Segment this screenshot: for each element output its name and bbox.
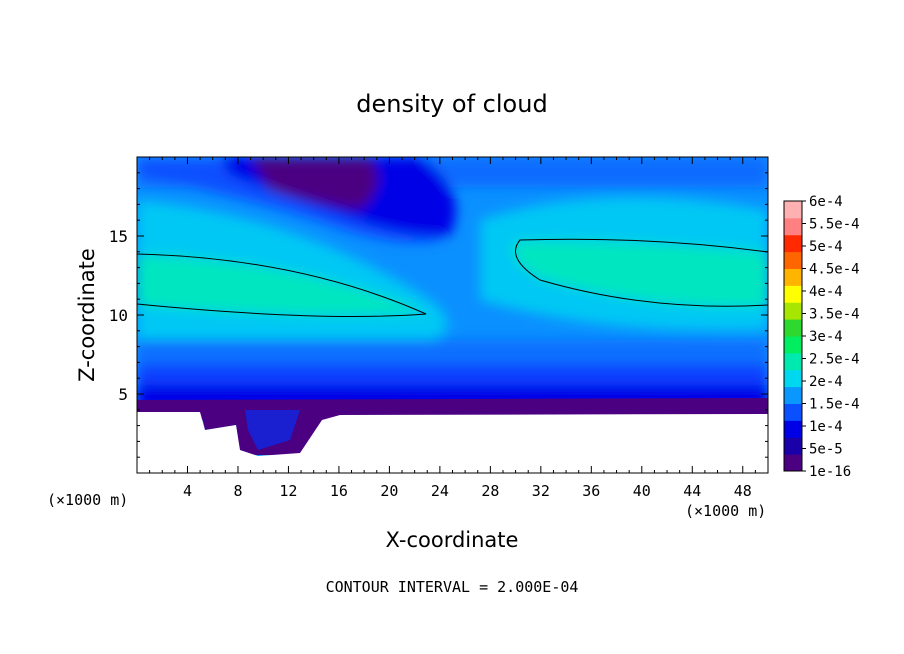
colorbar-swatch	[784, 217, 802, 236]
colorbar-swatch	[784, 437, 802, 455]
x-tick-label: 16	[330, 482, 348, 500]
x-tick-label: 8	[233, 482, 242, 500]
x-tick-label: 20	[380, 482, 398, 500]
colorbar-swatch	[784, 352, 802, 371]
colorbar-swatch	[784, 454, 802, 472]
colorbar-swatch	[784, 319, 802, 337]
x-tick-label: 32	[532, 482, 550, 500]
x-tick-label: 4	[183, 482, 192, 500]
x-axis-label: X-coordinate	[386, 528, 519, 552]
x-tick-label: 28	[481, 482, 499, 500]
colorbar-swatch	[784, 420, 802, 438]
y-tick-label: 15	[109, 227, 128, 246]
y-tick-label: 5	[118, 385, 128, 404]
colorbar-swatch	[784, 234, 802, 253]
x-tick-label: 12	[279, 482, 297, 500]
colorbar-label: 1e-16	[809, 464, 851, 480]
x-tick-label: 48	[734, 482, 752, 500]
colorbar-label: 6e-4	[809, 194, 843, 210]
x-axis: 4 8 12 16 20 24 28 32 36 40 44 48	[149, 157, 756, 500]
colorbar-label: 5e-5	[809, 442, 843, 458]
x-unit-left: (×1000 m)	[47, 491, 128, 509]
x-tick-label: 24	[431, 482, 449, 500]
y-tick-label: 10	[109, 306, 128, 325]
colorbar-label: 5e-4	[809, 239, 843, 255]
colorbar-swatch	[784, 386, 802, 404]
y-axis-label: Z-coordinate	[75, 248, 99, 382]
x-unit-right: (×1000 m)	[685, 502, 766, 520]
colorbar-swatch	[784, 336, 802, 354]
colorbar-swatch	[784, 285, 802, 303]
x-tick-label: 40	[633, 482, 651, 500]
colorbar-swatch	[784, 251, 802, 269]
colorbar-label: 3e-4	[809, 329, 843, 345]
contour-interval-note: CONTOUR INTERVAL = 2.000E-04	[326, 578, 579, 596]
colorbar-swatch	[784, 369, 802, 388]
colorbar-swatch	[784, 403, 802, 421]
colorbar-swatch	[784, 302, 802, 320]
x-tick-label: 36	[582, 482, 600, 500]
colorbar-swatch	[784, 201, 802, 219]
colorbar-label: 2e-4	[809, 374, 843, 390]
colorbar-label: 1e-4	[809, 419, 843, 435]
colorbar-label: 1.5e-4	[809, 397, 860, 413]
colorbar-swatch	[784, 268, 802, 286]
colorbar-label: 4e-4	[809, 284, 843, 300]
chart-title: density of cloud	[356, 90, 547, 118]
y-axis: 5 10 15	[109, 172, 768, 458]
colorbar-label: 5.5e-4	[809, 217, 860, 233]
colorbar-label: 2.5e-4	[809, 352, 860, 368]
x-tick-label: 44	[683, 482, 701, 500]
colorbar-label: 4.5e-4	[809, 262, 860, 278]
colorbar: 6e-4 5.5e-4 5e-4 4.5e-4 4e-4 3.5e-4 3e-4 2.5e-4…	[783, 194, 860, 480]
density-field	[137, 157, 768, 473]
colorbar-label: 3.5e-4	[809, 307, 860, 323]
